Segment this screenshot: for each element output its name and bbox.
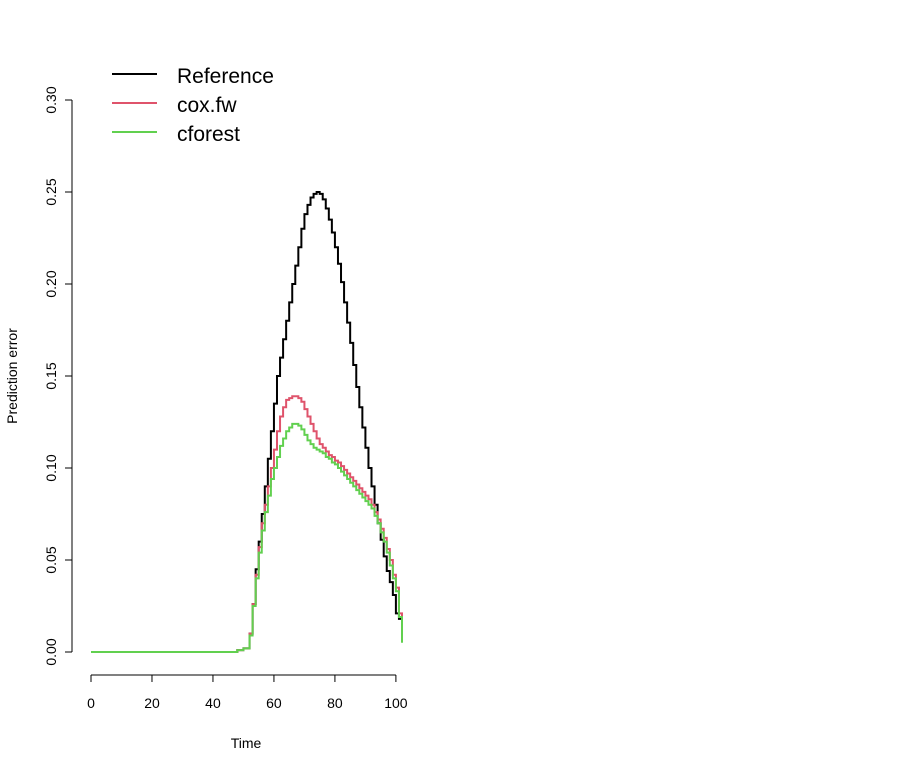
y-tick-label: 0.20	[43, 270, 59, 297]
x-tick-label: 40	[205, 695, 221, 711]
y-axis-title: Prediction error	[4, 328, 20, 424]
x-tick-label: 100	[384, 695, 408, 711]
y-tick-label: 0.30	[43, 86, 59, 113]
series-line-cforest	[91, 422, 403, 653]
x-tick-label: 60	[266, 695, 282, 711]
y-axis: 0.00 0.05 0.10 0.15 0.20 0.25 0.30	[43, 86, 73, 666]
series-line-cox-fw	[91, 395, 403, 653]
x-axis: 0 20 40 60 80 100	[87, 674, 408, 711]
series-line-reference	[91, 191, 403, 653]
y-tick-label: 0.05	[43, 546, 59, 573]
series-layer	[91, 191, 403, 653]
y-tick-label: 0.10	[43, 454, 59, 481]
y-tick-label: 0.00	[43, 638, 59, 665]
x-tick-label: 80	[327, 695, 343, 711]
x-axis-title: Time	[231, 735, 262, 751]
x-tick-label: 20	[144, 695, 160, 711]
x-tick-label: 0	[87, 695, 95, 711]
legend-label: Reference	[177, 65, 274, 88]
legend-label: cforest	[177, 123, 240, 146]
legend-label: cox.fw	[177, 94, 237, 117]
y-tick-label: 0.15	[43, 362, 59, 389]
y-tick-label: 0.25	[43, 178, 59, 205]
legend: Reference cox.fw cforest	[112, 65, 274, 146]
